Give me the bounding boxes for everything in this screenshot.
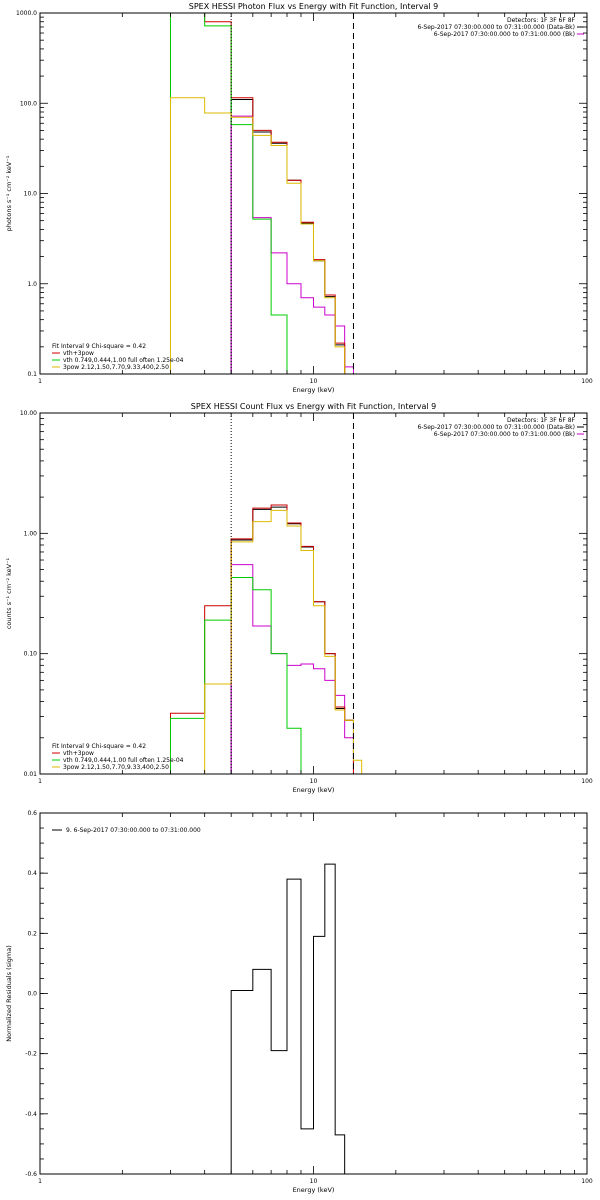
- y-tick-label: -0.6: [25, 1171, 37, 1178]
- legend-entry: Fit Interval 9 Chi-square = 0.42: [52, 743, 146, 750]
- legend-entry: 6-Sep-2017 07:30:00.000 to 07:31:00.000 …: [417, 24, 575, 31]
- y-tick-label: 10.0: [24, 191, 38, 198]
- y-tick-label: 0.0: [27, 991, 37, 998]
- chart-panel-1: SPEX HESSI Photon Flux vs Energy with Fi…: [5, 2, 593, 394]
- chart-title: SPEX HESSI Count Flux vs Energy with Fit…: [191, 402, 436, 411]
- x-tick-label: 100: [581, 778, 593, 785]
- y-axis-label: counts s⁻¹ cm⁻² keV⁻¹: [5, 557, 13, 629]
- plot-area: [169, 504, 363, 774]
- y-tick-label: 0.10: [24, 651, 38, 658]
- y-axis-label: photons s⁻¹ cm⁻² keV⁻¹: [5, 155, 13, 231]
- series-line-4: [169, 13, 314, 374]
- series-line-3: [169, 504, 354, 774]
- legend-entry: Fit Interval 9 Chi-square = 0.42: [52, 343, 146, 350]
- x-tick-label: 10: [310, 378, 318, 385]
- series-line-3: [169, 13, 354, 374]
- y-tick-label: 100.0: [20, 100, 37, 107]
- y-tick-label: 10.00: [20, 410, 37, 417]
- x-tick-label: 1: [38, 778, 42, 785]
- x-tick-label: 100: [581, 378, 593, 385]
- legend-entry: vth+3pow: [63, 750, 94, 757]
- legend-entry: 9. 6-Sep-2017 07:30:00.000 to 07:31:00.0…: [66, 827, 201, 834]
- legend-entry: 3pow 2.12,1.50,7.70,9.33,400,2.50: [63, 764, 169, 771]
- x-axis-label: Energy (keV): [293, 386, 335, 394]
- y-tick-label: 0.01: [24, 771, 38, 778]
- plot-area: [230, 863, 354, 1174]
- chart-panel-2: SPEX HESSI Count Flux vs Energy with Fit…: [5, 402, 593, 794]
- y-tick-label: -0.2: [25, 1051, 37, 1058]
- legend-entry: vth 0.749,0.444,1.00 full often 1.25e-04: [63, 357, 184, 364]
- x-axis-label: Energy (keV): [293, 1186, 335, 1194]
- chart-title: SPEX HESSI Photon Flux vs Energy with Fi…: [189, 2, 439, 11]
- plot-area: [169, 13, 362, 374]
- legend-entry: 6-Sep-2017 07:30:00.000 to 07:31:00.000 …: [434, 31, 575, 38]
- series-line-1: [230, 506, 354, 774]
- x-tick-label: 10: [310, 1178, 318, 1185]
- legend-entry: Detectors: 1F 3F 6F 8F: [507, 417, 576, 424]
- y-tick-label: -0.4: [25, 1111, 37, 1118]
- chart-panel-3: 1 10 100 -0.6 -0.4 -0.2 0.0 0.2 0.4 0.6 Energy (ke…: [5, 810, 593, 1194]
- legend-entry: 6-Sep-2017 07:30:00.000 to 07:31:00.000 …: [417, 424, 575, 431]
- series-line-5: [204, 509, 363, 774]
- legend-entry: vth 0.749,0.444,1.00 full often 1.25e-04: [63, 757, 184, 764]
- y-tick-label: 1000.0: [16, 10, 37, 17]
- y-tick-label: 0.4: [27, 870, 37, 877]
- y-tick-label: 0.6: [27, 810, 37, 817]
- legend-entry: vth+3pow: [63, 350, 94, 357]
- x-axis-label: Energy (keV): [293, 786, 335, 794]
- legend-entry: 3pow 2.12,1.50,7.70,9.33,400,2.50: [63, 364, 169, 371]
- series-line-4: [169, 576, 314, 774]
- legend-entry: Detectors: 1F 3F 6F 8F: [507, 17, 576, 24]
- plot-frame: [39, 12, 588, 375]
- series-line-5: [169, 97, 362, 374]
- x-tick-label: 1: [38, 378, 42, 385]
- series-line-1: [230, 863, 354, 1174]
- x-tick-label: 10: [310, 778, 318, 785]
- x-tick-label: 100: [581, 1178, 593, 1185]
- y-axis-label: Normalized Residuals (sigma): [5, 945, 13, 1042]
- y-tick-label: 0.1: [27, 371, 37, 378]
- y-tick-label: 1.00: [24, 530, 38, 537]
- x-tick-label: 1: [38, 1178, 42, 1185]
- series-line-2: [230, 115, 354, 374]
- series-line-2: [230, 564, 354, 774]
- y-tick-label: 1.0: [27, 281, 37, 288]
- legend-entry: 6-Sep-2017 07:30:00.000 to 07:31:00.000 …: [434, 431, 575, 438]
- y-tick-label: 0.2: [27, 930, 37, 937]
